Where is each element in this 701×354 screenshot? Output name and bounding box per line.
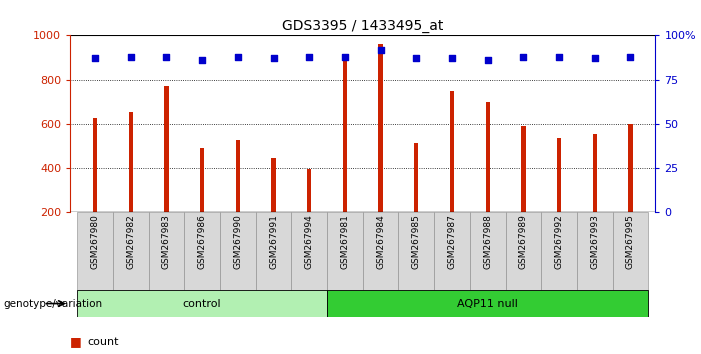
Point bbox=[589, 56, 600, 61]
Text: GSM267993: GSM267993 bbox=[590, 214, 599, 269]
Bar bbox=[271, 158, 275, 212]
Text: ■: ■ bbox=[70, 335, 86, 348]
Text: GSM267994: GSM267994 bbox=[305, 214, 314, 269]
Point bbox=[232, 54, 243, 59]
Bar bbox=[149, 212, 184, 290]
Point bbox=[518, 54, 529, 59]
Bar bbox=[93, 118, 97, 212]
Bar bbox=[379, 44, 383, 212]
Bar bbox=[486, 102, 490, 212]
Bar bbox=[77, 212, 113, 290]
Text: GSM267991: GSM267991 bbox=[269, 214, 278, 269]
Text: GSM267983: GSM267983 bbox=[162, 214, 171, 269]
Bar bbox=[129, 112, 133, 212]
Text: genotype/variation: genotype/variation bbox=[4, 298, 102, 309]
Bar bbox=[557, 138, 562, 212]
Bar bbox=[628, 124, 632, 212]
Text: GSM267987: GSM267987 bbox=[447, 214, 456, 269]
Bar bbox=[200, 148, 204, 212]
Text: GSM267981: GSM267981 bbox=[341, 214, 349, 269]
Title: GDS3395 / 1433495_at: GDS3395 / 1433495_at bbox=[282, 19, 444, 33]
Bar bbox=[470, 212, 505, 290]
Bar bbox=[113, 212, 149, 290]
Bar bbox=[220, 212, 256, 290]
Text: GSM267982: GSM267982 bbox=[126, 214, 135, 269]
Bar bbox=[292, 212, 327, 290]
Text: GSM267985: GSM267985 bbox=[411, 214, 421, 269]
Point bbox=[447, 56, 458, 61]
Text: GSM267986: GSM267986 bbox=[198, 214, 207, 269]
Bar bbox=[327, 212, 363, 290]
Text: GSM267988: GSM267988 bbox=[483, 214, 492, 269]
Bar bbox=[450, 91, 454, 212]
Text: GSM267980: GSM267980 bbox=[90, 214, 100, 269]
Text: GSM267984: GSM267984 bbox=[376, 214, 385, 269]
Point bbox=[339, 54, 350, 59]
Bar bbox=[505, 212, 541, 290]
Bar bbox=[307, 169, 311, 212]
Point bbox=[554, 54, 565, 59]
Point bbox=[268, 56, 279, 61]
Text: count: count bbox=[88, 337, 119, 347]
Bar bbox=[592, 134, 597, 212]
Bar bbox=[343, 59, 347, 212]
Point bbox=[161, 54, 172, 59]
Text: control: control bbox=[183, 298, 222, 309]
Bar bbox=[522, 126, 526, 212]
Point bbox=[196, 57, 207, 63]
Point bbox=[375, 47, 386, 52]
Bar bbox=[363, 212, 398, 290]
Bar bbox=[164, 86, 169, 212]
Text: GSM267989: GSM267989 bbox=[519, 214, 528, 269]
Text: GSM267990: GSM267990 bbox=[233, 214, 243, 269]
Bar bbox=[184, 212, 220, 290]
Text: AQP11 null: AQP11 null bbox=[457, 298, 518, 309]
Bar bbox=[541, 212, 577, 290]
Text: GSM267995: GSM267995 bbox=[626, 214, 635, 269]
Bar bbox=[434, 212, 470, 290]
Point bbox=[411, 56, 422, 61]
Bar bbox=[398, 212, 434, 290]
Bar bbox=[414, 143, 418, 212]
Point bbox=[90, 56, 101, 61]
Bar bbox=[327, 290, 648, 317]
Bar bbox=[613, 212, 648, 290]
Point bbox=[482, 57, 494, 63]
Text: GSM267992: GSM267992 bbox=[554, 214, 564, 269]
Point bbox=[625, 54, 636, 59]
Point bbox=[304, 54, 315, 59]
Bar bbox=[77, 290, 327, 317]
Bar bbox=[577, 212, 613, 290]
Point bbox=[125, 54, 137, 59]
Bar bbox=[236, 141, 240, 212]
Bar bbox=[256, 212, 292, 290]
